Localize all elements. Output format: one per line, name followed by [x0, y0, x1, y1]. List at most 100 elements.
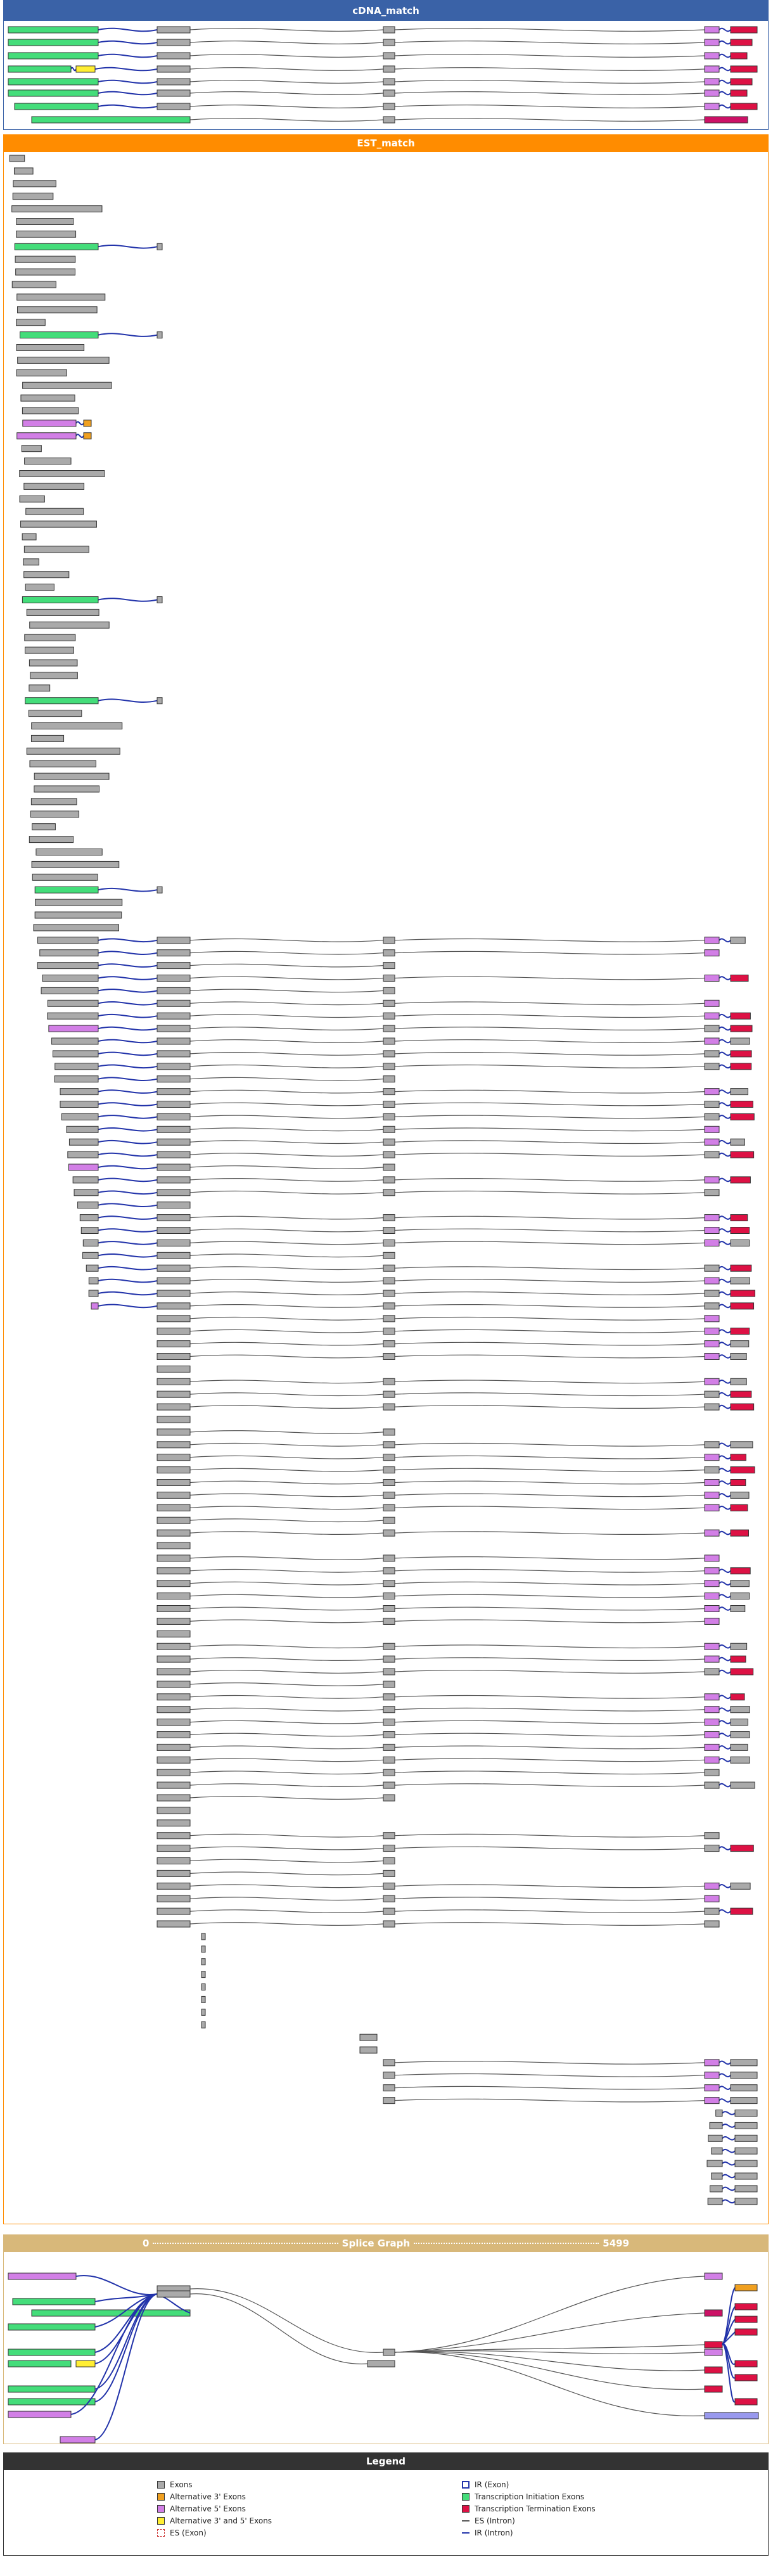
- exon: [704, 1302, 720, 1310]
- intron: [189, 1165, 384, 1169]
- exon: [704, 26, 720, 34]
- intron: [394, 951, 705, 955]
- exon: [88, 1290, 99, 1297]
- legend-icon: [157, 2517, 165, 2525]
- intron: [394, 91, 705, 95]
- ir-intron: [719, 1013, 731, 1018]
- exon: [157, 1504, 191, 1511]
- exon: [730, 1479, 746, 1486]
- exon: [383, 1050, 395, 1058]
- ir-intron: [719, 1455, 731, 1459]
- exon: [157, 1416, 191, 1423]
- ir-intron: [719, 1594, 731, 1598]
- exon: [704, 1907, 720, 1915]
- exon: [711, 2172, 723, 2180]
- exon: [157, 1012, 191, 1020]
- exon: [51, 1037, 99, 1045]
- ir-intron: [94, 2293, 158, 2402]
- exon: [704, 2385, 723, 2393]
- intron: [394, 1644, 705, 1649]
- exon: [383, 1857, 395, 1864]
- exon: [8, 39, 99, 46]
- intron: [394, 1329, 705, 1333]
- exon: [383, 1340, 395, 1348]
- intron: [394, 1745, 705, 1750]
- ir-intron: [719, 1115, 731, 1119]
- exon: [704, 1378, 720, 1385]
- exon: [17, 356, 110, 364]
- ir-intron: [98, 1203, 158, 1207]
- ir-intron: [719, 1468, 731, 1472]
- intron: [394, 1707, 705, 1712]
- exon: [383, 1681, 395, 1688]
- legend-label: Alternative 3' and 5' Exons: [170, 2516, 272, 2525]
- legend-icon: [462, 2520, 470, 2522]
- exon: [730, 975, 749, 982]
- exon: [157, 1719, 191, 1726]
- intron: [394, 1354, 705, 1359]
- exon: [31, 861, 120, 868]
- ir-intron: [719, 104, 731, 109]
- exon: [704, 1290, 720, 1297]
- ir-intron: [98, 104, 158, 109]
- intron: [189, 1783, 384, 1788]
- exon: [730, 1101, 753, 1108]
- ir-intron: [98, 79, 158, 84]
- exon: [704, 1756, 720, 1764]
- ir-intron: [719, 1404, 731, 1409]
- intron: [189, 1153, 384, 1157]
- intron: [394, 1556, 705, 1560]
- intron: [394, 1279, 705, 1283]
- exon: [16, 369, 67, 376]
- exon: [383, 1075, 395, 1083]
- exon: [8, 26, 99, 34]
- est-title: EST_match: [357, 138, 415, 149]
- exon: [31, 2309, 191, 2317]
- exon: [157, 1125, 191, 1133]
- exon: [157, 1643, 191, 1650]
- exon: [704, 1706, 720, 1714]
- intron: [189, 1455, 384, 1459]
- exon: [25, 584, 54, 591]
- exon: [21, 445, 42, 452]
- exon: [8, 2272, 77, 2280]
- ir-intron: [722, 2136, 736, 2141]
- exon: [730, 89, 748, 97]
- ir-intron: [722, 2186, 736, 2191]
- exon: [709, 2122, 723, 2129]
- exon: [383, 1176, 395, 1184]
- exon: [704, 1479, 720, 1486]
- ir-intron: [719, 1733, 731, 1737]
- ir-intron: [98, 976, 158, 980]
- ir-intron: [98, 1026, 158, 1031]
- exon: [704, 2084, 720, 2092]
- exon: [19, 470, 105, 477]
- exon: [383, 1138, 395, 1146]
- legend-item: Alternative 3' and 5' Exons: [157, 2516, 272, 2525]
- intron: [189, 28, 384, 32]
- exon: [383, 1882, 395, 1890]
- intron: [189, 1392, 384, 1397]
- legend-label: IR (Intron): [475, 2528, 513, 2537]
- intron: [394, 1089, 705, 1094]
- intron: [189, 1531, 384, 1535]
- exon: [157, 1907, 191, 1915]
- intron: [394, 2086, 705, 2090]
- exon: [359, 2034, 378, 2041]
- exon: [383, 1529, 395, 1537]
- exon: [157, 1088, 191, 1096]
- exon: [730, 1643, 748, 1650]
- intron: [394, 1657, 705, 1662]
- intron: [394, 1215, 705, 1220]
- exon: [704, 1693, 720, 1701]
- exon: [383, 116, 395, 124]
- intron: [394, 1177, 705, 1182]
- intron: [189, 1468, 384, 1472]
- exon: [383, 1706, 395, 1714]
- exon: [383, 78, 395, 86]
- intron: [394, 1455, 705, 1459]
- exon: [157, 78, 191, 86]
- ir-intron: [98, 1253, 158, 1258]
- ir-intron: [719, 1064, 731, 1069]
